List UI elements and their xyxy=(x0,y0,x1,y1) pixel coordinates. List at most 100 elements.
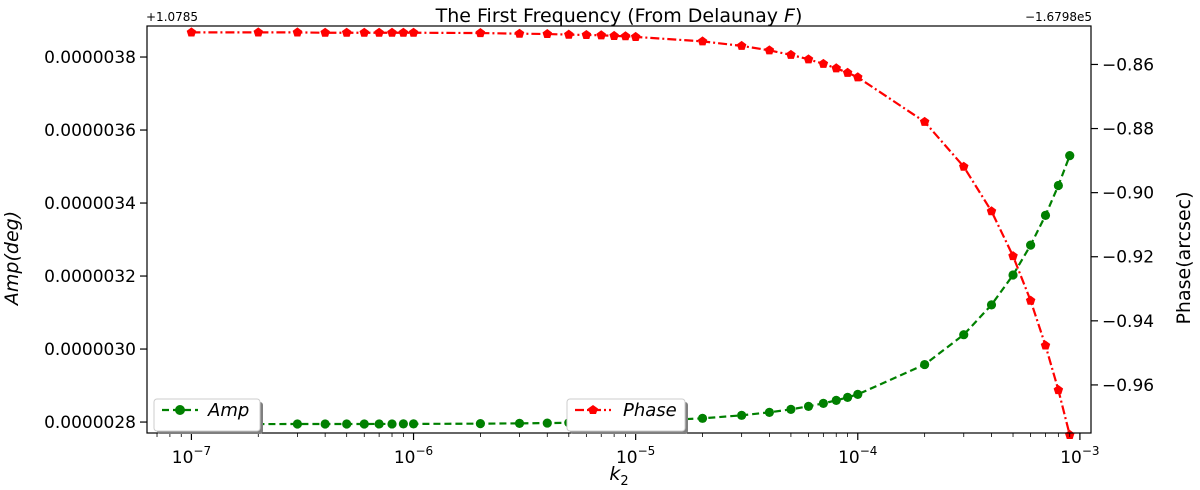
data-point-amp xyxy=(475,419,486,429)
data-point-amp xyxy=(387,419,397,429)
legend-phase-box xyxy=(566,398,686,432)
data-point-amp xyxy=(374,419,384,429)
legend-phase: Phase xyxy=(566,398,688,434)
data-point-amp xyxy=(786,404,796,414)
x-tick-exp: −5 xyxy=(638,444,656,458)
legend-amp: Amp xyxy=(153,398,263,434)
y-left-tick-label: 0.0000032 xyxy=(44,267,136,287)
data-point-amp xyxy=(408,419,419,429)
data-point-amp xyxy=(853,389,863,399)
y-right-tick-label: −0.96 xyxy=(1102,376,1154,396)
x-tick-label: 10−4 xyxy=(838,444,877,468)
data-point-amp xyxy=(843,392,853,402)
data-point-phase xyxy=(374,27,384,37)
data-point-phase xyxy=(596,30,607,40)
data-point-amp xyxy=(359,419,369,429)
data-point-phase xyxy=(186,27,197,37)
data-point-phase xyxy=(359,27,370,37)
series-amp xyxy=(186,151,1075,429)
data-point-phase xyxy=(786,49,796,59)
y-right-tick-label: −0.92 xyxy=(1102,248,1154,268)
data-point-amp xyxy=(1065,151,1075,161)
data-point-amp xyxy=(1026,240,1036,250)
data-point-phase xyxy=(320,27,330,37)
x-tick-base: 10 xyxy=(616,448,638,468)
x-tick-base: 10 xyxy=(1060,448,1082,468)
x-axis-title-base: k xyxy=(609,463,621,485)
y-left-axis-title: Amp(deg) xyxy=(1,211,23,307)
data-point-phase xyxy=(581,29,592,40)
data-point-phase xyxy=(1053,385,1064,395)
x-tick-label: 10−3 xyxy=(1060,444,1099,468)
data-point-phase xyxy=(831,63,842,73)
data-point-phase xyxy=(292,27,303,37)
data-point-phase xyxy=(408,27,419,37)
y-right-tick-label: −0.86 xyxy=(1102,55,1154,75)
x-tick-label: 10−5 xyxy=(616,444,655,468)
data-point-amp xyxy=(514,418,525,428)
x-tick-exp: −6 xyxy=(416,444,434,458)
data-point-phase xyxy=(387,27,397,37)
data-point-amp xyxy=(342,419,352,429)
data-point-phase xyxy=(986,206,997,216)
data-point-amp xyxy=(398,419,408,429)
data-point-amp xyxy=(959,330,969,340)
x-tick-exp: −7 xyxy=(193,444,211,458)
y-right-tick-label: −0.88 xyxy=(1102,120,1154,140)
y-right-axis-title: Phase(arcsec) xyxy=(1173,191,1195,324)
chart-title: The First Frequency (From Delaunay F) xyxy=(435,5,803,27)
right-offset-label: −1.6798e5 xyxy=(1025,10,1092,24)
data-point-phase xyxy=(341,27,352,37)
x-axis-title-sub: 2 xyxy=(620,474,628,489)
data-point-amp xyxy=(1008,270,1018,280)
x-tick-base: 10 xyxy=(394,448,416,468)
legend-phase-label: Phase xyxy=(623,400,677,421)
x-axis-title: k2 xyxy=(609,463,628,489)
data-point-phase xyxy=(475,28,486,38)
chart-title-italic: F xyxy=(784,5,796,27)
legend-phase-marker xyxy=(588,405,598,414)
plot-frame xyxy=(146,25,1092,434)
data-point-amp xyxy=(764,407,774,417)
data-point-phase xyxy=(736,40,747,50)
data-point-amp xyxy=(292,419,302,429)
y-left-tick-label: 0.0000030 xyxy=(44,340,136,360)
series-line-amp xyxy=(191,155,1071,426)
data-point-phase xyxy=(764,45,775,55)
data-point-phase xyxy=(1025,295,1036,305)
data-point-phase xyxy=(630,31,641,41)
data-point-phase xyxy=(803,54,814,64)
data-point-phase xyxy=(1040,340,1051,350)
y-left-tick-label: 0.0000034 xyxy=(44,194,136,214)
y-right-tick-label: −0.90 xyxy=(1102,184,1154,204)
data-point-phase xyxy=(853,72,863,82)
data-point-phase xyxy=(398,27,409,37)
data-point-amp xyxy=(737,410,747,420)
data-point-amp xyxy=(803,401,814,411)
left-offset-label: +1.0785 xyxy=(146,10,198,24)
data-point-phase xyxy=(1008,251,1018,261)
data-point-amp xyxy=(831,395,841,405)
series-phase xyxy=(186,27,1075,439)
data-point-phase xyxy=(959,161,969,171)
chart-title-main: The First Frequency (From Delaunay xyxy=(435,5,784,27)
legend-amp-marker xyxy=(175,405,185,415)
data-point-phase xyxy=(620,31,631,41)
legend-amp-label: Amp xyxy=(207,400,249,421)
data-point-amp xyxy=(920,359,930,370)
x-tick-base: 10 xyxy=(172,448,194,468)
series-line-phase xyxy=(191,31,1071,436)
data-point-phase xyxy=(514,28,525,38)
y-left-tick-label: 0.0000036 xyxy=(44,121,136,141)
x-tick-exp: −4 xyxy=(860,444,878,458)
data-point-amp xyxy=(818,398,828,408)
data-point-phase xyxy=(919,116,930,126)
data-point-phase xyxy=(609,30,619,40)
data-point-amp xyxy=(1040,210,1051,220)
x-tick-exp: −3 xyxy=(1082,444,1100,458)
data-point-amp xyxy=(697,413,708,423)
y-right-tick-label: −0.94 xyxy=(1102,312,1154,332)
data-point-phase xyxy=(697,36,708,46)
x-tick-base: 10 xyxy=(838,448,860,468)
